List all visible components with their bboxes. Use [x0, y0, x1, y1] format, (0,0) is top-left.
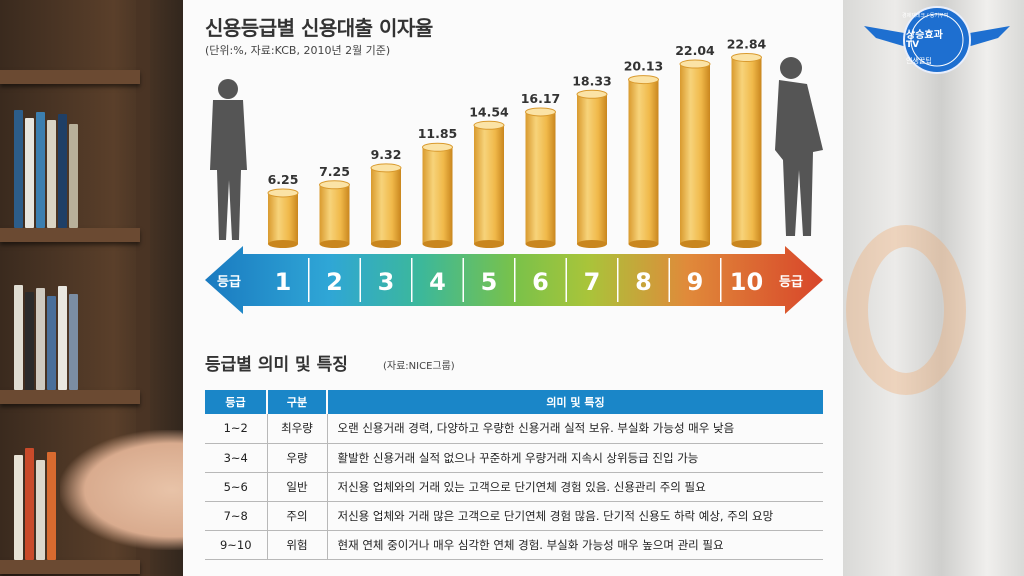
- grade-meaning-table: 등급 구분 의미 및 특징 1~2 최우량 오랜 신용거래 경력, 다양하고 우…: [205, 390, 823, 560]
- badge-tv-text: TV: [906, 40, 920, 50]
- chart-title: 신용등급별 신용대출 이자율: [205, 16, 433, 40]
- cell-grade: 3~4: [205, 443, 267, 473]
- table-row: 7~8 주의 저신용 업체와 거래 많은 고객으로 단기연체 경험 많음. 단기…: [205, 501, 823, 531]
- cell-desc: 오랜 신용거래 경력, 다양하고 우량한 신용거래 실적 보유. 부실화 가능성…: [327, 414, 823, 444]
- book: [25, 448, 34, 560]
- grade-label: 2: [326, 268, 343, 296]
- grade-label: 3: [378, 268, 395, 296]
- badge-main-text: 상승효과: [906, 30, 943, 41]
- table-row: 3~4 우량 활발한 신용거래 실적 없으나 꾸준하게 우량거래 지속시 상위등…: [205, 443, 823, 473]
- value-label: 18.33: [572, 73, 612, 88]
- value-label: 11.85: [418, 126, 458, 141]
- arrow-left-label: 등급: [217, 275, 241, 290]
- grade-label: 8: [635, 268, 652, 296]
- grade-label: 10: [730, 268, 763, 296]
- bar-3: [370, 163, 402, 248]
- bar-9: [679, 59, 711, 248]
- cell-desc: 저신용 업체와 거래 많은 고객으로 단기연체 경험 많음. 단기적 신용도 하…: [327, 501, 823, 531]
- book: [14, 110, 23, 228]
- arrow-right-label: 등급: [779, 275, 803, 290]
- badge-top-text: 경제재테크 / 동기부여: [902, 13, 949, 19]
- table-section-title: 등급별 의미 및 특징: [205, 355, 348, 375]
- value-label: 20.13: [624, 59, 664, 74]
- book: [47, 120, 56, 228]
- bar-8: [628, 75, 659, 248]
- bar-5: [473, 120, 505, 248]
- table-section-source: (자료:NICE그룹): [383, 361, 455, 372]
- book: [14, 455, 23, 560]
- shelf-board: [0, 560, 140, 574]
- cell-category: 최우량: [266, 414, 328, 444]
- book: [69, 124, 78, 228]
- cell-grade: 7~8: [205, 501, 267, 531]
- book: [36, 460, 45, 560]
- table-header-desc: 의미 및 특징: [327, 390, 823, 414]
- shelf-board: [0, 228, 140, 242]
- value-label: 16.17: [521, 91, 561, 106]
- book: [25, 118, 34, 228]
- confident-man-silhouette-icon: [210, 79, 247, 240]
- cell-grade: 9~10: [205, 530, 267, 560]
- bar-10: [731, 52, 762, 248]
- table-row: 5~6 일반 저신용 업체와의 거래 있는 고객으로 단기연체 경험 있음. 신…: [205, 472, 823, 502]
- cell-desc: 활발한 신용거래 실적 없으나 꾸준하게 우량거래 지속시 상위등급 진입 가능: [327, 443, 823, 473]
- table-header-grade: 등급: [205, 390, 268, 414]
- table-row: 1~2 최우량 오랜 신용거래 경력, 다양하고 우량한 신용거래 실적 보유.…: [205, 414, 823, 444]
- bar-6: [525, 107, 556, 248]
- channel-badge: 경제재테크 / 동기부여 상승효과 TV 인생꿀팁: [862, 4, 1012, 76]
- value-label: 22.84: [727, 36, 767, 51]
- value-label: 6.25: [268, 172, 299, 187]
- cell-category: 일반: [266, 472, 328, 502]
- bar-1: [267, 188, 299, 248]
- book: [58, 114, 67, 228]
- cell-category: 위험: [266, 530, 328, 560]
- cell-grade: 1~2: [205, 414, 267, 444]
- worried-man-silhouette-icon: [775, 57, 823, 236]
- table-header-row: 등급 구분 의미 및 특징: [205, 390, 823, 414]
- badge-sub-text: 인생꿀팁: [906, 57, 932, 65]
- cell-desc: 저신용 업체와의 거래 있는 고객으로 단기연체 경험 있음. 신용관리 주의 …: [327, 472, 823, 502]
- bar-4: [422, 142, 453, 248]
- book: [36, 112, 45, 228]
- grade-label: 6: [532, 268, 549, 296]
- value-label: 14.54: [469, 104, 509, 119]
- book: [58, 286, 67, 390]
- infographic-panel: 신용등급별 신용대출 이자율 (단위:%, 자료:KCB, 2010년 2월 기…: [183, 0, 843, 576]
- cell-category: 우량: [266, 443, 328, 473]
- bookshelf-background: [0, 0, 190, 576]
- book: [47, 452, 56, 560]
- book: [69, 294, 78, 390]
- grade-label: 1: [275, 268, 292, 296]
- book: [25, 292, 34, 390]
- book: [47, 296, 56, 390]
- book: [36, 288, 45, 390]
- table-header-category: 구분: [267, 390, 328, 414]
- shelf-board: [0, 390, 140, 404]
- grade-label: 9: [687, 268, 704, 296]
- bar-2: [319, 180, 350, 248]
- grade-label: 7: [584, 268, 601, 296]
- grade-label: 5: [481, 268, 498, 296]
- cell-grade: 5~6: [205, 472, 267, 502]
- cell-desc: 현재 연체 중이거나 매우 심각한 연체 경험. 부실화 가능성 매우 높으며 …: [327, 530, 823, 560]
- chart-subtitle: (단위:%, 자료:KCB, 2010년 2월 기준): [205, 44, 391, 57]
- shelf-board: [0, 70, 140, 84]
- grade-label: 4: [429, 268, 446, 296]
- table-row: 9~10 위험 현재 연체 중이거나 매우 심각한 연체 경험. 부실화 가능성…: [205, 530, 823, 560]
- value-label: 22.04: [675, 43, 715, 58]
- cell-category: 주의: [266, 501, 328, 531]
- value-label: 7.25: [319, 164, 350, 179]
- badge-wings-icon: [864, 6, 1010, 74]
- interest-rate-chart: 등급 등급 6.25 1 7.25 2 9.32 3 11.85 4 14.54 5 16.17 6 1…: [205, 36, 823, 314]
- bar-7: [576, 89, 608, 248]
- book: [14, 285, 23, 390]
- decorative-ring: [846, 225, 966, 395]
- value-label: 9.32: [371, 147, 402, 162]
